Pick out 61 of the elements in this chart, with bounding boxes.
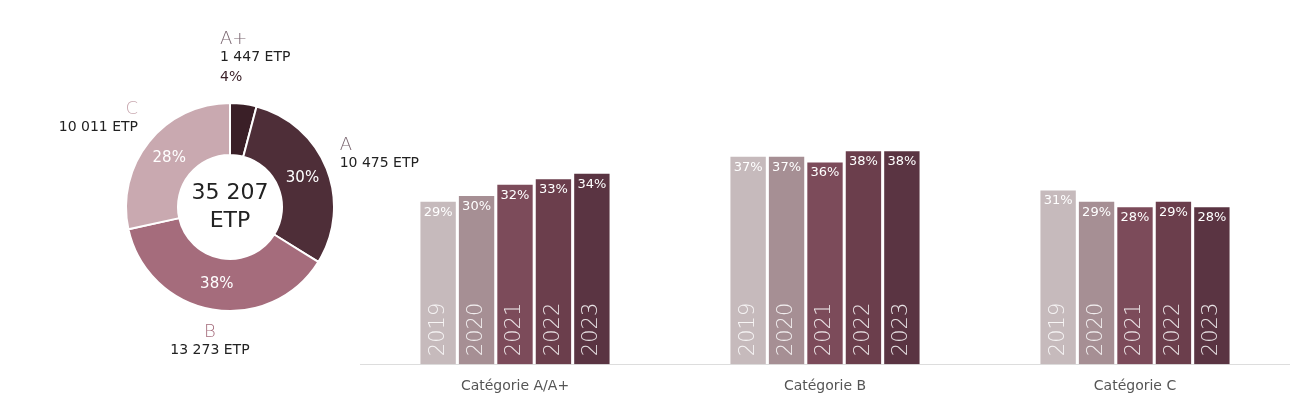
data-label: 29% bbox=[1158, 203, 1188, 219]
slice-label: B bbox=[204, 319, 216, 341]
x-tick-label: Catégorie B bbox=[783, 377, 867, 394]
data-label: 33% bbox=[538, 181, 568, 197]
data-label: 31% bbox=[1043, 192, 1073, 208]
text: 2023 bbox=[578, 302, 603, 357]
data-label: 10 475 ETP bbox=[339, 153, 419, 170]
bar bbox=[420, 201, 456, 365]
text: 35 207 ETP bbox=[191, 178, 269, 232]
bar bbox=[1155, 201, 1192, 365]
bar bbox=[845, 151, 882, 365]
bar bbox=[884, 151, 920, 365]
bar bbox=[458, 196, 495, 365]
text: 30% bbox=[285, 168, 320, 187]
bar bbox=[807, 162, 843, 365]
data-label: 37% bbox=[733, 158, 763, 174]
data-label: 1 447 ETP bbox=[220, 47, 291, 64]
data-label: 32% bbox=[500, 186, 530, 202]
text: 38% bbox=[200, 273, 234, 292]
bar bbox=[1117, 207, 1153, 365]
series-label: 2020 bbox=[1083, 302, 1108, 357]
data-label: 38% bbox=[887, 153, 917, 169]
data-label: 29% bbox=[423, 203, 453, 219]
slice-label: C bbox=[125, 97, 139, 119]
text: 2020 bbox=[463, 302, 488, 357]
bar bbox=[1040, 190, 1076, 365]
data-label: 28% bbox=[1120, 209, 1150, 225]
data-label: 28% bbox=[1197, 209, 1227, 225]
data-label: 29% bbox=[1082, 203, 1112, 219]
series-label: 2019 bbox=[1044, 302, 1069, 357]
bar bbox=[768, 156, 805, 365]
x-tick-label: Catégorie A/A+ bbox=[460, 377, 570, 394]
bar bbox=[1078, 201, 1115, 365]
series-label: 2022 bbox=[539, 302, 564, 357]
bar bbox=[730, 156, 766, 365]
bar bbox=[1194, 207, 1230, 365]
text: 2022 bbox=[1159, 302, 1184, 357]
data-label: 30% bbox=[462, 197, 492, 213]
text: 28% bbox=[152, 148, 186, 166]
x-tick-label: Catégorie C bbox=[1093, 377, 1177, 394]
bar bbox=[574, 173, 610, 365]
text: 2021 bbox=[1121, 302, 1146, 357]
text: 4% bbox=[220, 67, 243, 84]
text: 2022 bbox=[849, 302, 874, 357]
text: 2021 bbox=[811, 302, 836, 357]
text: 2023 bbox=[888, 302, 913, 357]
text: 2020 bbox=[773, 302, 798, 357]
data-label: 37% bbox=[772, 158, 802, 174]
slice-label: A bbox=[339, 132, 353, 154]
data-label: 34% bbox=[577, 175, 607, 191]
text: 2019 bbox=[424, 302, 449, 357]
bar bbox=[497, 184, 533, 365]
data-label: 36% bbox=[810, 164, 840, 180]
bar bbox=[535, 179, 572, 365]
data-label: 13 273 ETP bbox=[170, 340, 250, 357]
data-label: 38% bbox=[848, 153, 878, 169]
series-label: 2021 bbox=[501, 302, 526, 357]
data-label: 10 011 ETP bbox=[58, 118, 139, 135]
slice-label: A+ bbox=[220, 26, 248, 48]
series-label: 2023 bbox=[1198, 302, 1223, 357]
text: 2019 bbox=[734, 302, 759, 357]
